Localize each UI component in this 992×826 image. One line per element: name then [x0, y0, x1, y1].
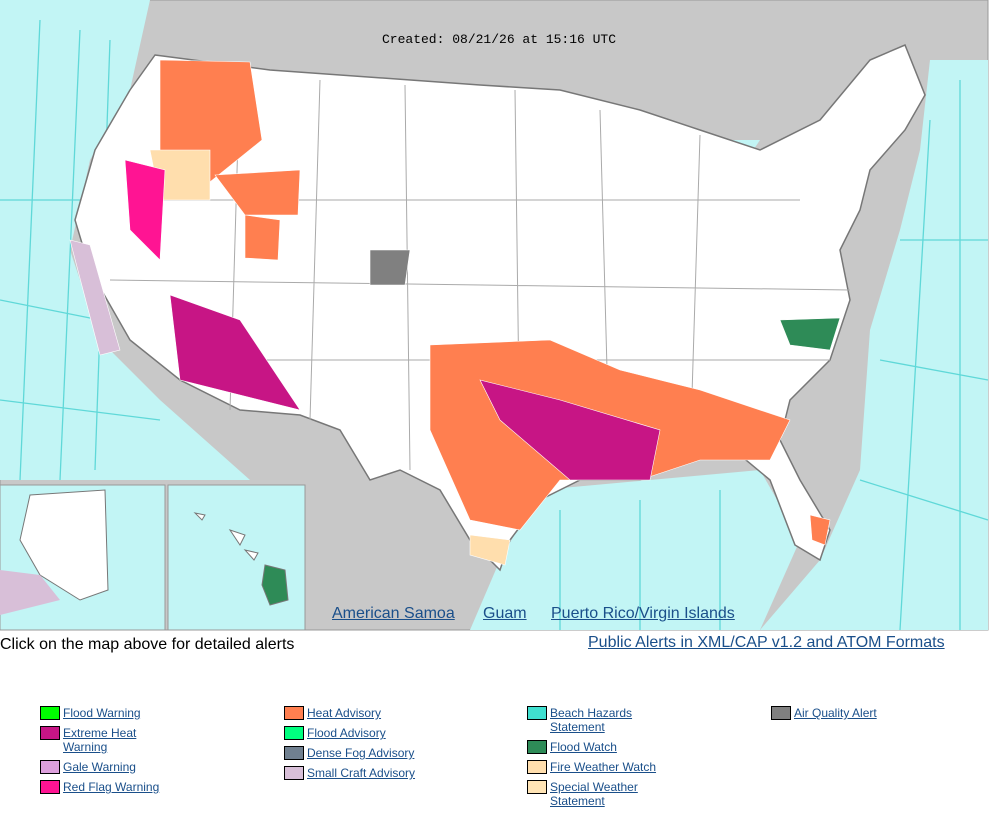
- legend-column: Heat Advisory Flood Advisory Dense Fog Adv…: [284, 706, 425, 786]
- map-link[interactable]: American Samoa: [332, 605, 455, 622]
- alaska-alert: [0, 570, 60, 615]
- legend-item: Flood Advisory: [284, 726, 425, 740]
- legend-label[interactable]: Beach Hazards Statement: [550, 706, 633, 734]
- legend-label[interactable]: Flood Advisory: [307, 726, 386, 740]
- legend-swatch: [284, 766, 304, 780]
- legend-column: Flood Warning Extreme Heat Warning Gale Wa…: [40, 706, 181, 800]
- legend-label[interactable]: Dense Fog Advisory: [307, 746, 415, 760]
- hawaii-inset: [167, 484, 306, 631]
- legend-item: Beach Hazards Statement: [527, 706, 668, 734]
- legend-item: Air Quality Alert: [771, 706, 912, 720]
- legend-label[interactable]: Gale Warning: [63, 760, 136, 774]
- legend-swatch: [40, 706, 60, 720]
- alert-map[interactable]: Created: 08/21/26 at 15:16 UTC: [0, 0, 990, 632]
- legend-item: Small Craft Advisory: [284, 766, 425, 780]
- alaska: [19, 489, 109, 601]
- legend-item: Extreme Heat Warning: [40, 726, 181, 754]
- legend-item: Flood Watch: [527, 740, 668, 754]
- instructions: Click on the map above for detailed aler…: [0, 636, 295, 653]
- legend-label[interactable]: Small Craft Advisory: [307, 766, 416, 780]
- legend-swatch: [40, 780, 60, 794]
- feed-link[interactable]: Public Alerts in XML/CAP v1.2 and ATOM F…: [588, 634, 945, 651]
- created-timestamp: Created: 08/21/26 at 15:16 UTC: [382, 32, 616, 47]
- legend-swatch: [284, 726, 304, 740]
- marine-zones: [0, 19, 989, 631]
- legend-swatch: [527, 740, 547, 754]
- legend-swatch: [527, 706, 547, 720]
- legend-swatch: [527, 760, 547, 774]
- pacific: [0, 0, 250, 480]
- legend-label[interactable]: Fire Weather Watch: [550, 760, 657, 774]
- legend-label[interactable]: Special Weather Statement: [550, 780, 638, 808]
- legend-label[interactable]: Extreme Heat Warning: [63, 726, 137, 754]
- legend-label[interactable]: Red Flag Warning: [63, 780, 160, 794]
- atlantic: [760, 60, 988, 630]
- hawaii-alert: [261, 564, 289, 606]
- legend-label[interactable]: Flood Warning: [63, 706, 141, 720]
- alert-areas: [69, 59, 841, 566]
- legend-swatch: [40, 726, 60, 740]
- legend-item: Gale Warning: [40, 760, 181, 774]
- legend-item: Special Weather Statement: [527, 780, 668, 808]
- map-link[interactable]: Guam: [483, 605, 527, 622]
- legend-item: Red Flag Warning: [40, 780, 181, 794]
- legend-item: Fire Weather Watch: [527, 760, 668, 774]
- legend-item: Heat Advisory: [284, 706, 425, 720]
- legend-column: Air Quality Alert: [771, 706, 912, 726]
- legend-swatch: [527, 780, 547, 794]
- legend-item: Flood Warning: [40, 706, 181, 720]
- legend-swatch: [284, 746, 304, 760]
- legend-column: Beach Hazards Statement Flood Watch Fire W…: [527, 706, 668, 814]
- legend-label[interactable]: Flood Watch: [550, 740, 617, 754]
- gulf: [470, 470, 800, 630]
- legend-swatch: [771, 706, 791, 720]
- map-link[interactable]: Puerto Rico/Virgin Islands: [551, 605, 735, 622]
- legend-item: Dense Fog Advisory: [284, 746, 425, 760]
- hawaii-islands: [193, 512, 259, 561]
- legend-swatch: [284, 706, 304, 720]
- legend-swatch: [40, 760, 60, 774]
- legend-label[interactable]: Air Quality Alert: [794, 706, 877, 720]
- legend-label[interactable]: Heat Advisory: [307, 706, 382, 720]
